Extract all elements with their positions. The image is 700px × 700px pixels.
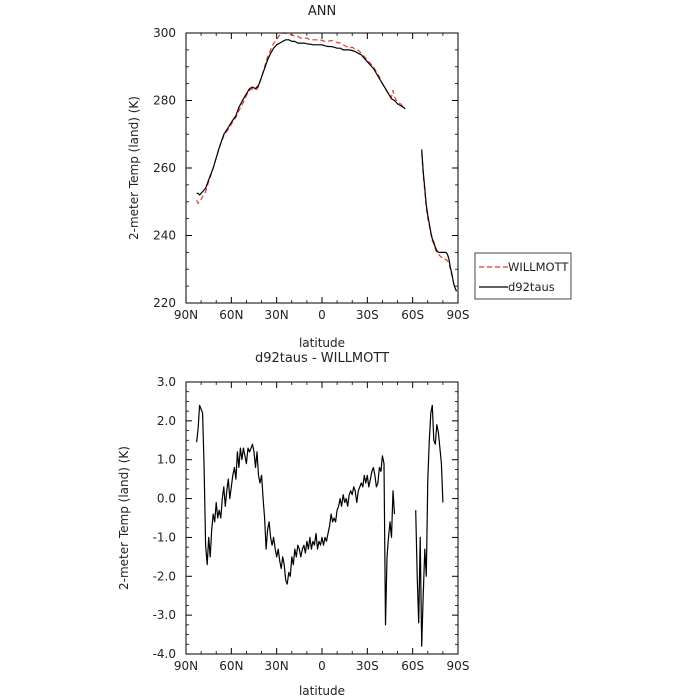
x-tick-label: 60S <box>401 308 424 322</box>
series-layer <box>196 404 444 647</box>
y-tick-label: 300 <box>153 26 176 40</box>
plot-frame <box>185 381 459 655</box>
difference-panel: d92taus - WILLMOTT 90N 60N 30N 0 30S 60S 90S -4… <box>117 351 469 698</box>
difference-line-segment-2 <box>415 404 444 647</box>
y-tick-label: -1.0 <box>153 530 176 544</box>
x-tick-label: 60N <box>219 308 243 322</box>
y-axis-label: 2-meter Temp (land) (K) <box>127 96 141 240</box>
x-axis-label: latitude <box>299 336 345 350</box>
y-tick-label: 260 <box>153 161 176 175</box>
tick-layer: 90N 60N 30N 0 30S 60S 90S 220 240 260 280 300 <box>153 26 469 322</box>
chart-title: d92taus - WILLMOTT <box>255 351 389 366</box>
x-tick-label: 90N <box>174 659 198 673</box>
series-layer <box>196 32 458 292</box>
x-axis-label: latitude <box>299 684 345 698</box>
x-tick-label: 0 <box>318 308 326 322</box>
chart-title: ANN <box>308 4 336 19</box>
legend-label-willmott: WILLMOTT <box>508 260 569 274</box>
x-tick-label: 30N <box>265 308 289 322</box>
x-tick-label: 60N <box>219 659 243 673</box>
d92taus-line-segment-2 <box>421 149 458 292</box>
x-tick-label: 90N <box>174 308 198 322</box>
legend: WILLMOTT d92taus <box>474 252 572 300</box>
y-tick-label: 0.0 <box>157 492 176 506</box>
tick-layer: 90N 60N 30N 0 30S 60S 90S -4.0 -3.0 -2.0 -1.0 0.0 1.… <box>153 375 470 673</box>
x-tick-label: 30S <box>356 659 379 673</box>
d92taus-line-segment-1 <box>196 39 406 196</box>
legend-box <box>474 252 572 300</box>
temperature-panel: ANN 90N 60N 30N 0 30S 60S 90S 220 240 260 280 300 l… <box>127 4 572 350</box>
x-tick-label: 30N <box>265 659 289 673</box>
y-tick-label: -4.0 <box>153 647 176 661</box>
y-tick-label: -2.0 <box>153 569 176 583</box>
plot-frame <box>185 32 459 304</box>
x-tick-label: 0 <box>318 659 326 673</box>
legend-label-d92taus: d92taus <box>508 280 555 294</box>
x-tick-label: 90S <box>447 308 470 322</box>
x-tick-label: 30S <box>356 308 379 322</box>
y-tick-label: -3.0 <box>153 608 176 622</box>
x-tick-label: 90S <box>447 659 470 673</box>
y-tick-label: 1.0 <box>157 453 176 467</box>
y-tick-label: 220 <box>153 296 176 310</box>
willmott-line-segment-1 <box>196 32 406 204</box>
y-tick-label: 280 <box>153 94 176 108</box>
difference-line-segment-1 <box>196 404 396 626</box>
x-tick-label: 60S <box>401 659 424 673</box>
y-axis-label: 2-meter Temp (land) (K) <box>117 446 131 590</box>
y-tick-label: 240 <box>153 229 176 243</box>
y-tick-label: 2.0 <box>157 414 176 428</box>
y-tick-label: 3.0 <box>157 375 176 389</box>
